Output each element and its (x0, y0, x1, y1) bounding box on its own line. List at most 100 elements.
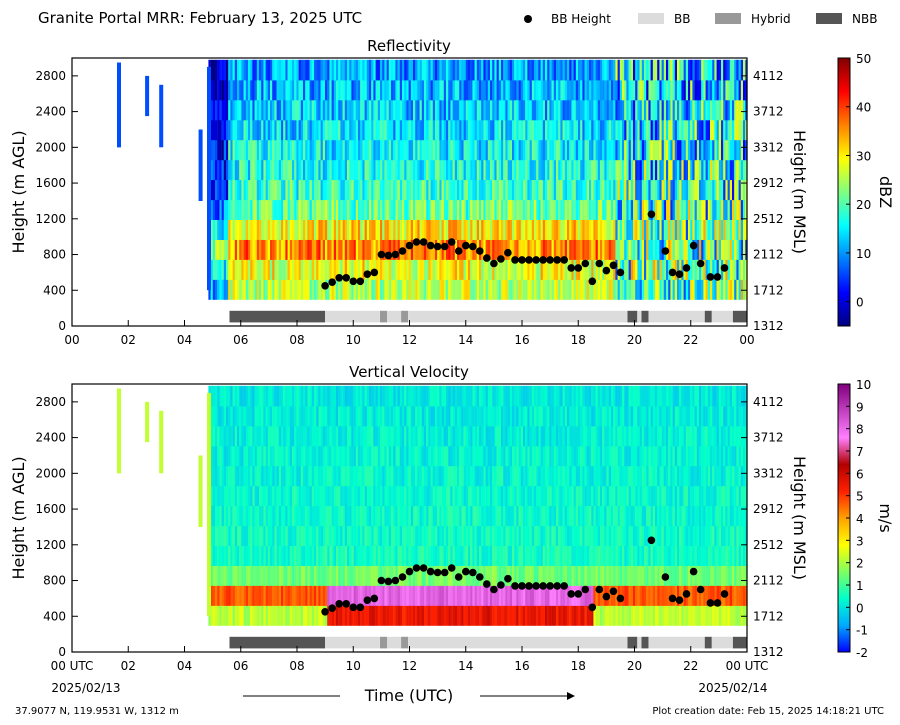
data-cell (217, 485, 220, 507)
data-cell (226, 239, 229, 260)
data-cell (340, 565, 343, 586)
data-cell (476, 385, 480, 407)
data-cell (250, 159, 253, 181)
data-cell (254, 525, 257, 546)
data-cell (228, 279, 231, 300)
data-cell (397, 505, 400, 527)
x-tick-label: 10 (346, 333, 361, 347)
data-cell (248, 59, 251, 81)
data-cell (351, 525, 354, 546)
data-cell (430, 505, 433, 527)
data-cell (223, 505, 227, 527)
data-cell (256, 279, 260, 300)
data-cell (443, 585, 447, 606)
data-cell (542, 59, 546, 81)
data-cell (549, 525, 552, 546)
data-cell (369, 159, 372, 181)
data-cell (560, 59, 563, 81)
data-cell (727, 219, 730, 240)
data-cell (316, 445, 319, 467)
data-cell (415, 199, 418, 220)
data-cell (380, 485, 383, 507)
data-cell (586, 99, 590, 121)
data-cell (402, 119, 405, 141)
data-cell (243, 545, 246, 566)
data-cell (307, 79, 310, 101)
data-cell (723, 99, 726, 121)
data-cell (589, 59, 592, 81)
data-cell (468, 239, 471, 260)
data-cell (338, 279, 341, 300)
data-cell (639, 179, 642, 201)
data-cell (613, 119, 616, 141)
data-cell (452, 605, 455, 626)
data-cell (272, 445, 275, 467)
data-cell (360, 79, 363, 101)
data-cell (371, 179, 374, 201)
data-cell (490, 505, 493, 527)
data-cell (245, 425, 249, 447)
data-cell (536, 545, 539, 566)
data-cell (549, 545, 552, 566)
data-cell (677, 159, 680, 181)
data-cell (494, 79, 497, 101)
early-echo (159, 84, 164, 148)
data-cell (347, 79, 350, 101)
data-cell (578, 119, 581, 141)
data-cell (679, 219, 682, 240)
data-cell (274, 99, 277, 121)
data-cell (536, 445, 539, 467)
data-cell (344, 385, 348, 407)
data-cell (230, 199, 233, 220)
data-cell (661, 219, 664, 240)
data-cell (738, 159, 741, 181)
data-cell (285, 445, 288, 467)
data-cell (514, 445, 517, 467)
data-cell (344, 279, 348, 300)
data-cell (309, 445, 312, 467)
data-cell (729, 279, 733, 300)
data-cell (267, 159, 271, 181)
data-cell (461, 79, 464, 101)
data-cell (736, 279, 739, 300)
data-cell (518, 239, 521, 260)
data-cell (641, 159, 645, 181)
data-cell (509, 485, 513, 507)
data-cell (226, 465, 229, 487)
data-cell (294, 485, 297, 507)
data-cell (298, 445, 301, 467)
data-cell (454, 199, 458, 220)
data-cell (344, 605, 348, 626)
data-cell (364, 405, 367, 427)
data-cell (347, 59, 350, 81)
data-cell (263, 79, 266, 101)
data-cell (375, 159, 378, 181)
data-cell (325, 385, 328, 407)
data-cell (237, 199, 240, 220)
data-cell (668, 199, 671, 220)
data-cell (250, 239, 253, 260)
data-cell (391, 99, 394, 121)
data-cell (252, 585, 255, 606)
data-cell (454, 405, 458, 427)
data-cell (593, 139, 596, 161)
data-cell (252, 425, 255, 447)
data-cell (567, 119, 570, 141)
data-cell (514, 465, 517, 487)
data-cell (391, 525, 394, 546)
data-cell (459, 385, 462, 407)
data-cell (496, 279, 499, 300)
data-cell (633, 199, 636, 220)
data-cell (622, 219, 625, 240)
data-cell (644, 79, 647, 101)
data-cell (384, 79, 387, 101)
data-cell (338, 525, 341, 546)
data-cell (490, 119, 493, 141)
data-cell (459, 445, 462, 467)
data-cell (487, 59, 491, 81)
data-cell (448, 259, 451, 280)
data-cell (527, 99, 530, 121)
data-cell (446, 119, 449, 141)
data-cell (567, 239, 570, 260)
data-cell (474, 405, 477, 427)
